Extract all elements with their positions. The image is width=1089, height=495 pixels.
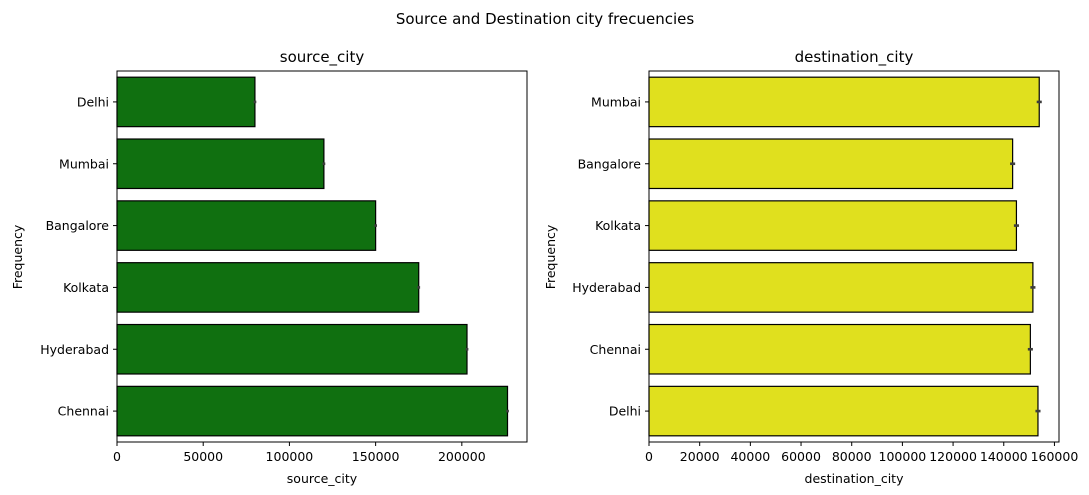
- source-city-axes: source_city Delhi Mumbai Bangalore Kolkata H…: [10, 48, 528, 486]
- destination-city-x-tick-label: 140000: [980, 449, 1028, 464]
- destination-city-x-tick-label: 100000: [879, 449, 927, 464]
- source-city-y-tick-label-kolkata: Kolkata: [63, 280, 109, 295]
- destination-city-y-tick-label-bangalore: Bangalore: [578, 156, 642, 171]
- destination-city-x-tick-label: 0: [645, 449, 653, 464]
- destination-city-x-tick-label: 60000: [781, 449, 821, 464]
- source-city-x-ticks: 0 50000 100000 150000 200000: [113, 442, 486, 464]
- source-city-x-tick-label: 0: [113, 449, 121, 464]
- source-city-x-tick-label: 100000: [266, 449, 314, 464]
- destination-city-y-axis-label: Frequency: [543, 224, 558, 289]
- destination-city-x-tick-label: 80000: [832, 449, 872, 464]
- source-city-bar-kolkata: [116, 262, 420, 313]
- source-city-bar-bangalore: [116, 200, 377, 251]
- source-city-plot-frame: [116, 70, 528, 443]
- source-city-x-tick-label: 50000: [183, 449, 223, 464]
- destination-city-bar-bangalore: [648, 138, 1014, 190]
- destination-city-y-tick-labels: Mumbai Bangalore Kolkata Hyderabad Chennai De…: [572, 94, 649, 419]
- destination-city-x-axis-label: destination_city: [805, 471, 905, 486]
- destination-city-axes: destination_city Mumbai Bangalore Kolkata H…: [543, 48, 1078, 486]
- destination-city-x-ticks: 0 20000 40000 60000 80000 100000 120000 140000 1…: [645, 442, 1078, 464]
- destination-city-bars: [648, 76, 1042, 437]
- destination-city-x-tick-label: 160000: [1031, 449, 1079, 464]
- destination-city-chart-title: destination_city: [795, 48, 914, 67]
- source-city-x-tick-label: 150000: [352, 449, 400, 464]
- source-city-bars: [116, 76, 509, 437]
- destination-city-bar-delhi: [648, 385, 1039, 437]
- source-city-y-tick-label-hyderabad: Hyderabad: [40, 342, 109, 357]
- destination-city-plot-frame: [648, 70, 1060, 443]
- source-city-y-axis-label: Frequency: [10, 224, 25, 289]
- destination-city-y-tick-label-mumbai: Mumbai: [591, 94, 641, 109]
- destination-city-y-tick-label-kolkata: Kolkata: [595, 218, 641, 233]
- source-city-x-tick-label: 200000: [438, 449, 486, 464]
- destination-city-bar-hyderabad: [648, 262, 1034, 313]
- source-city-x-axis-label: source_city: [287, 471, 358, 486]
- destination-city-bar-kolkata: [648, 200, 1018, 251]
- source-city-chart-title: source_city: [280, 48, 365, 67]
- destination-city-x-tick-label: 40000: [730, 449, 770, 464]
- destination-city-x-tick-label: 120000: [929, 449, 977, 464]
- destination-city-y-tick-label-chennai: Chennai: [590, 342, 641, 357]
- figure-suptitle: Source and Destination city frecuencies: [396, 10, 695, 28]
- destination-city-bar-mumbai: [648, 76, 1040, 128]
- destination-city-bar-chennai: [648, 323, 1031, 375]
- source-city-bar-delhi: [116, 76, 256, 128]
- source-city-bar-chennai: [116, 385, 509, 437]
- destination-city-y-tick-label-hyderabad: Hyderabad: [572, 280, 641, 295]
- source-city-y-tick-label-bangalore: Bangalore: [46, 218, 110, 233]
- source-city-y-tick-label-delhi: Delhi: [77, 94, 109, 109]
- source-city-bar-mumbai: [116, 138, 325, 190]
- destination-city-y-tick-label-delhi: Delhi: [609, 404, 641, 419]
- source-city-bar-hyderabad: [116, 323, 468, 375]
- source-city-y-tick-labels: Delhi Mumbai Bangalore Kolkata Hyderabad Chen…: [40, 94, 117, 419]
- source-city-y-tick-label-mumbai: Mumbai: [59, 156, 109, 171]
- destination-city-x-tick-label: 20000: [680, 449, 720, 464]
- source-city-y-tick-label-chennai: Chennai: [58, 404, 109, 419]
